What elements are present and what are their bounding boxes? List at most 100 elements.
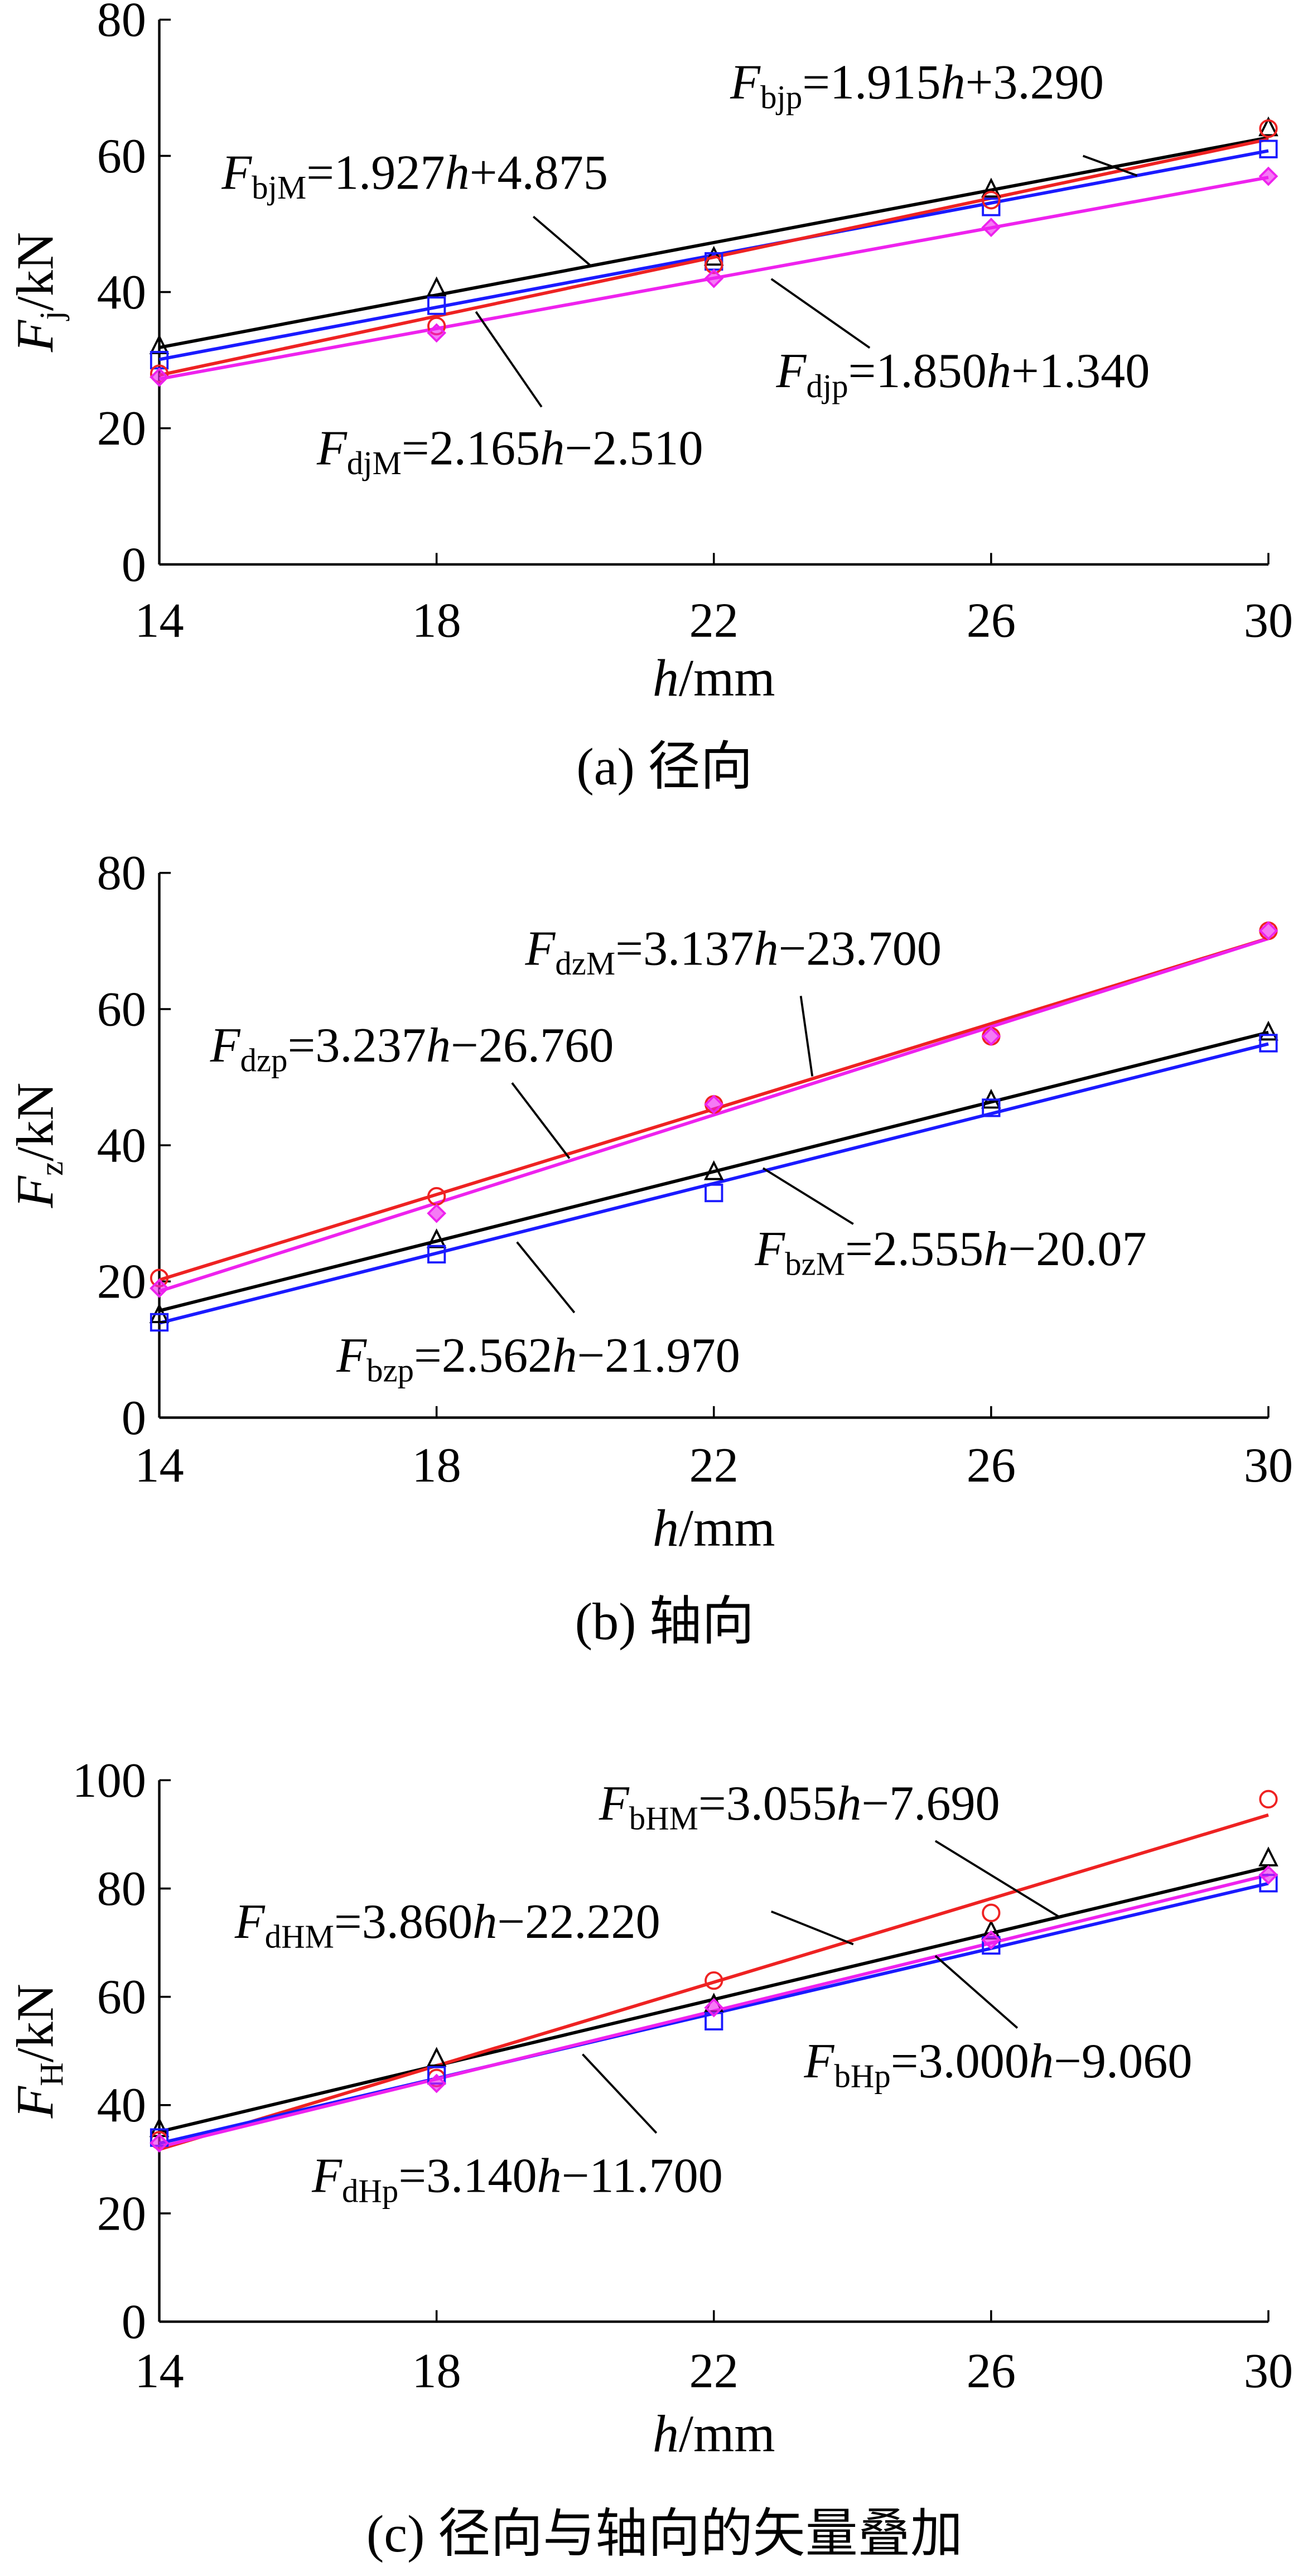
data-point	[704, 1998, 724, 2018]
data-point	[1258, 166, 1278, 186]
data-point	[427, 296, 446, 315]
eq-rest: −20.07	[1008, 1222, 1146, 1276]
data-point	[981, 1930, 1001, 1950]
leader-line	[1082, 155, 1138, 177]
y-tick-label: 60	[97, 982, 146, 1036]
eq-rest: −9.060	[1054, 2034, 1192, 2088]
fit-line	[158, 1042, 1269, 1325]
y-tick-label: 100	[73, 1753, 146, 1808]
eq-symbol: F	[234, 1894, 266, 1949]
data-point	[982, 1098, 1001, 1117]
eq-var: h	[537, 2149, 562, 2203]
data-point	[427, 1203, 447, 1223]
data-point	[982, 1903, 1001, 1922]
data-point	[426, 1228, 447, 1248]
data-point	[1259, 1034, 1278, 1053]
equation: FbHM=3.055h−7.690	[599, 1776, 1000, 1837]
leader-line	[532, 215, 592, 267]
equation: FdHp=3.140h−11.700	[311, 2149, 723, 2210]
eq-rest: +1.340	[1011, 344, 1150, 398]
y-tick-label: 80	[97, 0, 146, 47]
data-point	[1258, 1846, 1278, 1866]
eq-var: h	[426, 1018, 451, 1073]
y-tick-label: 0	[122, 1391, 146, 1445]
eq-symbol: F	[336, 1328, 367, 1383]
x-axis-label: h/mm	[653, 2405, 775, 2463]
eq-rest: −21.970	[577, 1328, 740, 1383]
fit-line	[158, 1813, 1269, 2152]
data-point	[1258, 921, 1278, 940]
eq-rest: +4.875	[470, 145, 608, 200]
eq-symbol: F	[776, 344, 807, 398]
equation: Fbzp=2.562h−21.970	[336, 1328, 740, 1389]
x-tick-label: 18	[412, 1438, 461, 1493]
eq-sub: bjp	[760, 79, 802, 115]
eq-symbol: F	[210, 1018, 241, 1073]
x-tick-label: 26	[967, 1438, 1016, 1493]
y-tick-label: 60	[97, 1970, 146, 2024]
eq-coef: =3.237	[288, 1018, 426, 1073]
y-axis-label: FH/kN	[6, 1984, 70, 2119]
x-tick-label: 18	[412, 2344, 461, 2399]
x-label-symbol: h	[653, 1499, 679, 1557]
y-tick-label: 40	[97, 1118, 146, 1173]
data-point	[704, 1971, 723, 1990]
leader-line	[934, 1840, 1059, 1918]
eq-rest: −23.700	[779, 922, 942, 976]
x-axis-label: h/mm	[653, 1499, 775, 1557]
eq-rest: +3.290	[966, 55, 1104, 109]
x-label-symbol: h	[653, 649, 679, 707]
y-axis-label: Fj/kN	[6, 232, 70, 353]
eq-sub: bHp	[834, 2058, 890, 2094]
y-tick-label: 80	[97, 1861, 146, 1916]
eq-coef: =3.140	[398, 2149, 537, 2203]
x-label-unit: /mm	[679, 2405, 775, 2463]
eq-rest: −22.220	[497, 1894, 660, 1949]
y-label-symbol: F	[6, 1175, 64, 1208]
y-tick-label: 20	[97, 2186, 146, 2241]
equation: FdHM=3.860h−22.220	[234, 1894, 660, 1955]
data-point	[426, 2047, 447, 2067]
eq-coef: =1.915	[802, 55, 940, 109]
fit-line	[159, 149, 1269, 361]
x-tick-label: 22	[689, 593, 739, 648]
equation: FdzM=3.137h−23.700	[525, 922, 942, 982]
data-point	[1259, 139, 1278, 158]
y-label-unit: /kN	[6, 1083, 64, 1161]
equation: Fdjp=1.850h+1.340	[776, 344, 1150, 404]
eq-sub: bzM	[785, 1246, 845, 1282]
eq-coef: =3.055	[698, 1776, 837, 1831]
data-point	[149, 2133, 169, 2153]
data-point	[703, 1160, 724, 1180]
y-label-sub: z	[33, 1161, 70, 1176]
fit-line	[158, 1030, 1269, 1313]
data-point	[704, 1094, 724, 1115]
data-point	[1259, 1789, 1278, 1809]
data-point	[982, 197, 1001, 216]
leader-line	[475, 311, 543, 408]
eq-symbol: F	[599, 1776, 630, 1831]
equation: FdjM=2.165h−2.510	[316, 421, 703, 481]
y-label-unit: /kN	[6, 1984, 64, 2062]
equation: FbzM=2.555h−20.07	[754, 1222, 1146, 1282]
y-tick-label: 0	[122, 537, 146, 592]
data-point	[981, 218, 1001, 238]
equation: Fdzp=3.237h−26.760	[210, 1018, 614, 1079]
x-tick-label: 18	[412, 593, 461, 648]
x-label-unit: /mm	[679, 1499, 775, 1557]
y-axis-label: Fz/kN	[6, 1083, 70, 1209]
equation: FbHp=3.000h−9.060	[804, 2034, 1193, 2095]
eq-coef: =2.165	[402, 421, 540, 475]
eq-symbol: F	[754, 1222, 785, 1276]
eq-symbol: F	[316, 421, 348, 475]
eq-coef: =2.562	[414, 1328, 552, 1383]
fit-line	[158, 937, 1269, 1293]
y-tick-label: 60	[97, 129, 146, 184]
data-point	[426, 276, 447, 297]
eq-coef: =3.137	[615, 922, 754, 976]
equation: FbjM=1.927h+4.875	[221, 145, 608, 206]
y-tick-label: 0	[122, 2294, 146, 2349]
eq-var: h	[552, 1328, 577, 1383]
